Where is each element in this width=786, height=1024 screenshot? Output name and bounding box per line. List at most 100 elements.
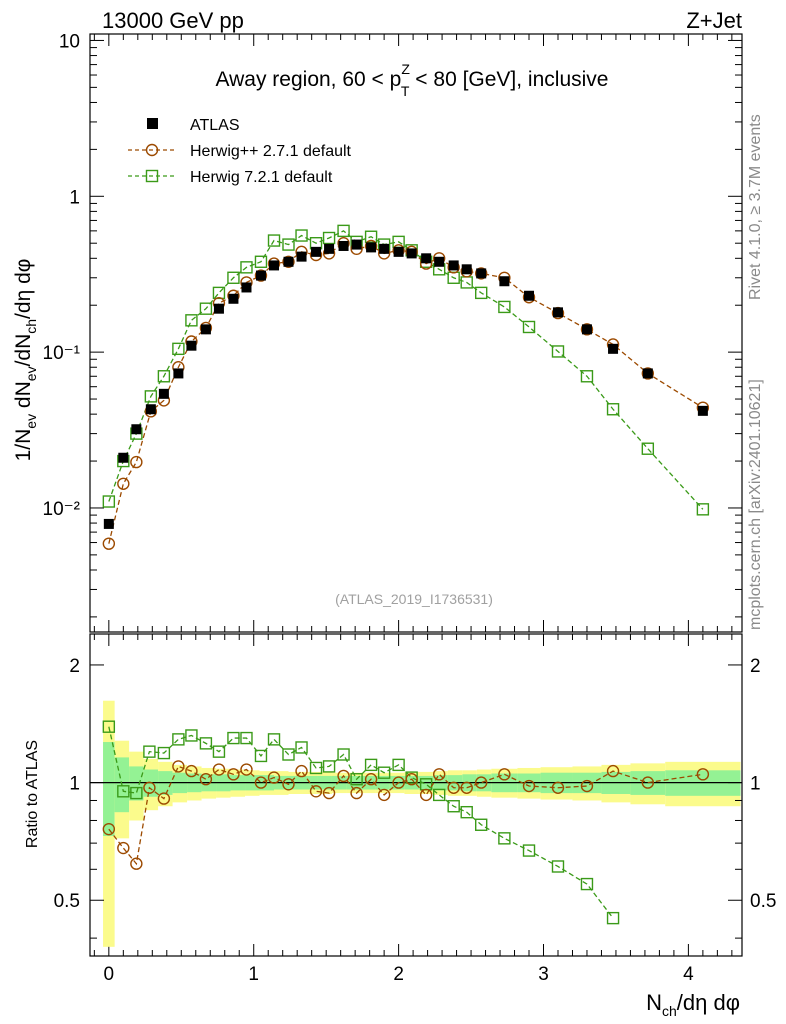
herwigpp-point <box>102 537 116 550</box>
y-tick-label: 1 <box>69 187 80 208</box>
x-tick-label: 1 <box>248 964 259 985</box>
main-title-post: < 80 [GeV], inclusive <box>409 68 608 91</box>
ratio-herwig7-point <box>117 785 130 798</box>
ratio-herwigpp-point <box>130 857 143 870</box>
ylabel-p1: 1/N <box>12 429 35 462</box>
legend-atlas-marker <box>147 118 158 129</box>
process-label: Z+Jet <box>686 8 742 33</box>
atlas-point <box>524 290 535 301</box>
y-tick-label: 10⁻¹ <box>43 343 81 364</box>
atlas-point <box>448 260 459 271</box>
herwig7-point <box>282 238 295 251</box>
ylabel-p2: dN <box>12 381 35 414</box>
atlas-point <box>158 388 169 399</box>
ratio-herwigpp-point <box>267 771 281 784</box>
ratio-herwig7-point <box>460 805 473 819</box>
herwig7-point <box>144 390 158 403</box>
atlas-point <box>283 256 294 267</box>
herwig7-point <box>157 370 171 383</box>
ratio-herwigpp-point <box>392 776 405 789</box>
atlas-point <box>476 268 487 279</box>
ratio-herwigpp-point <box>419 788 433 802</box>
atlas-point <box>379 243 390 254</box>
x-tick-label: 0 <box>104 964 115 985</box>
ratio-herwig7-point <box>212 745 226 758</box>
ratio-herwig7-point <box>498 832 511 845</box>
atlas-point <box>421 253 432 264</box>
legend: ATLAS Herwig++ 2.7.1 default Herwig 7.2.… <box>128 117 352 186</box>
herwig7-point <box>254 255 268 268</box>
ratio-herwigpp-point <box>143 781 156 794</box>
x-tick-label: 2 <box>393 964 404 985</box>
atlas-point <box>552 307 563 318</box>
herwig7-point <box>580 370 594 383</box>
herwig7-point <box>641 442 655 455</box>
atlas-point <box>131 424 142 435</box>
herwigpp-line <box>108 242 704 544</box>
herwig7-point <box>267 234 281 247</box>
ylabel-p3: /dN <box>12 334 35 367</box>
herwigpp-point <box>117 477 130 490</box>
legend-herwig7-label: Herwig 7.2.1 default <box>190 169 333 186</box>
legend-herwig7-marker <box>145 169 159 183</box>
atlas-point <box>461 264 472 275</box>
atlas-point <box>406 248 417 259</box>
ratio-herwigpp-point <box>447 781 460 794</box>
atlas-point <box>200 324 211 335</box>
ratio-y-label: Ratio to ATLAS <box>24 740 41 848</box>
ratio-herwigpp-point <box>551 781 565 794</box>
energy-label: 13000 GeV pp <box>102 8 244 33</box>
ratio-herwig7-point <box>606 911 620 925</box>
atlas-point <box>393 246 404 257</box>
ratio-herwig7-line <box>108 726 614 919</box>
ratio-herwigpp-point <box>254 776 268 789</box>
atlas-point <box>103 518 114 529</box>
ratio-plot-frame <box>89 633 743 957</box>
herwig7-point <box>475 286 488 300</box>
atlas-point <box>296 251 307 262</box>
herwig7-point <box>227 271 240 284</box>
ratio-herwigpp-point <box>322 786 336 800</box>
ratio-herwigpp-point <box>364 773 378 786</box>
ratio-herwig7-point <box>322 760 336 773</box>
ratio-herwig7-point <box>337 748 350 761</box>
ratio-herwigpp-point <box>498 768 511 781</box>
ratio-herwig7-point <box>240 731 253 745</box>
ratio-herwig7-point <box>199 737 213 750</box>
ratio-herwig7-point <box>185 729 198 742</box>
x-axis-label: Nch/dη dφ <box>646 990 740 1019</box>
atlas-point <box>581 324 592 335</box>
herwig7-point <box>102 495 116 508</box>
herwig7-line <box>108 230 704 510</box>
ratio-herwigpp-point <box>337 769 350 783</box>
main-title-pre: Away region, 60 < p <box>216 68 402 91</box>
ratio-herwigpp-point <box>199 773 213 786</box>
xlabel-p1: N <box>646 990 662 1015</box>
ratio-herwig7-point <box>227 731 240 745</box>
ratio-herwigpp-point <box>432 768 446 781</box>
ratio-herwigpp-point <box>580 779 594 793</box>
atlas-point <box>213 303 224 314</box>
atlas-point <box>186 340 197 351</box>
atlas-point <box>608 343 619 354</box>
ratio-herwigpp-point <box>157 792 171 805</box>
ratio-herwig7-point <box>377 766 391 779</box>
ratio-herwig7-point <box>551 860 565 873</box>
ratio-herwigpp-point <box>641 776 655 789</box>
ratio-herwig7-point <box>580 877 594 891</box>
ratio-herwig7-point <box>447 800 460 813</box>
herwigpp-point <box>282 255 295 268</box>
ratio-herwigpp-point <box>350 786 363 800</box>
ratio-herwigpp-point <box>227 768 240 781</box>
ratio-herwig7-point <box>172 733 185 746</box>
rivet-version-label: Rivet 4.1.0, ≥ 3.7M events <box>747 114 764 300</box>
ylabel-s2: ev <box>23 366 39 381</box>
atlas-point <box>434 256 445 267</box>
ratio-herwigpp-point <box>309 785 323 798</box>
main-title-sup: Z <box>401 61 410 77</box>
atlas-point <box>499 276 510 287</box>
mcplots-label: mcplots.cern.ch [arXiv:2401.10621] <box>747 379 764 630</box>
ratio-herwig7-point <box>309 761 323 775</box>
herwig7-point <box>364 230 378 243</box>
main-title-sub: T <box>401 83 410 99</box>
